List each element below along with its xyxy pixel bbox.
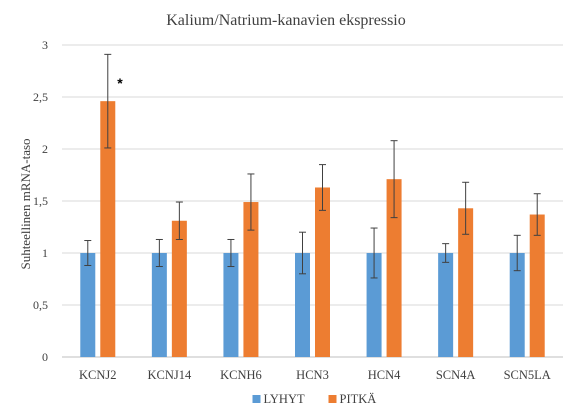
bar-lyhyt-hcn4 [366,253,382,357]
bars [80,101,545,357]
error-bar-pitkä-kcnj14 [175,201,183,240]
bar-pitkä-scn4a [458,208,474,357]
bar-lyhyt-scn4a [438,253,454,357]
error-bar-pitkä-scn4a [462,181,470,235]
error-bar-lyhyt-hcn4 [370,227,378,279]
y-tick-label: 1 [42,246,48,260]
bar-pitkä-hcn3 [315,187,330,357]
y-tick-label: 0,5 [33,298,48,312]
legend-label: LYHYT [264,392,305,406]
bar-pitkä-kcnj2 [100,101,116,357]
legend-swatch [328,395,337,403]
error-bar-pitkä-kcnj2 [104,53,112,149]
bar-lyhyt-scn5la [509,253,525,357]
legend-label: PITKÄ [340,392,377,406]
error-bar-lyhyt-hcn3 [299,231,306,275]
error-bar-pitkä-kcnh6 [247,173,255,231]
chart-title: Kalium/Natrium-kanavien ekspressio [166,12,406,29]
y-tick-labels: 0 0,5 1 1,5 2 2,5 3 [33,38,48,364]
category-labels: KCNJ2 KCNJ14 KCNH6 HCN3 HCN4 SCN4A SCN5LA [79,368,551,382]
bar-lyhyt-kcnj2 [80,253,96,357]
error-bar-lyhyt-scn4a [442,243,450,263]
category-label: KCNH6 [220,368,262,382]
bar-pitkä-hcn4 [386,179,402,357]
y-tick-label: 2,5 [33,90,48,104]
y-tick-label: 3 [42,38,48,52]
gridlines [62,44,563,358]
legend-item-lyhyt: LYHYT [252,392,305,406]
category-label: HCN3 [296,368,329,382]
legend-swatch [252,395,261,403]
category-label: KCNJ2 [79,368,117,382]
category-label: SCN5LA [504,368,551,382]
error-bar-pitkä-hcn4 [390,140,398,219]
error-bar-lyhyt-kcnh6 [227,238,235,268]
error-bar-pitkä-hcn3 [319,164,326,211]
category-label: HCN4 [368,368,401,382]
category-label: KCNJ14 [147,368,192,382]
y-tick-label: 2 [42,142,48,156]
bar-lyhyt-hcn3 [295,253,310,357]
bar-pitkä-kcnh6 [243,202,259,357]
bar-pitkä-scn5la [529,214,545,357]
annotations: * [117,75,123,91]
y-axis-label: Suhteellinen mRNA-taso [18,138,33,269]
bar-lyhyt-kcnj14 [151,253,167,357]
error-bar-lyhyt-kcnj14 [155,238,163,268]
y-tick-label: 1,5 [33,194,48,208]
error-bar-lyhyt-scn5la [513,234,521,272]
legend-item-pitkä: PITKÄ [328,392,377,406]
legend: LYHYT PITKÄ [252,392,377,406]
bar-pitkä-kcnj14 [171,220,187,357]
significance-marker: * [117,75,123,91]
y-tick-label: 0 [42,350,48,364]
error-bars [84,53,541,279]
category-label: SCN4A [436,368,476,382]
bar-lyhyt-kcnh6 [223,253,239,357]
error-bar-pitkä-scn5la [533,193,541,236]
error-bar-lyhyt-kcnj2 [84,240,92,266]
